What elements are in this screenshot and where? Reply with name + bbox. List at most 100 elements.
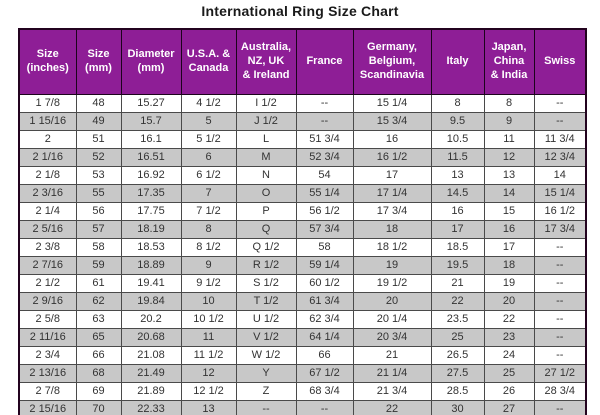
table-cell: 62 3/4 — [295, 310, 354, 329]
table-cell: 10 1/2 — [180, 310, 237, 329]
table-cell: 15 1/4 — [533, 184, 587, 203]
table-cell: 2 13/16 — [18, 364, 77, 383]
table-row: 2 3/8 58 18.53 8 1/2 Q 1/2 58 18 1/2 18.5 17 -- — [18, 238, 587, 257]
table-cell: Z — [235, 382, 297, 401]
table-cell: 69 — [75, 382, 122, 401]
table-cell: R 1/2 — [235, 256, 297, 275]
table-cell: 53 — [75, 166, 122, 185]
ring-size-table: Size (inches) Size (mm) Diameter (mm) U.S.A… — [18, 28, 587, 415]
table-cell: 12 3/4 — [533, 148, 587, 167]
column-header: France — [295, 28, 354, 95]
table-cell: 2 5/16 — [18, 220, 77, 239]
table-cell: 21.89 — [120, 382, 182, 401]
table-cell: 26.5 — [430, 346, 485, 365]
table-cell: 8 1/2 — [180, 238, 237, 257]
table-cell: -- — [295, 400, 354, 415]
table-cell: 20 1/4 — [352, 310, 432, 329]
table-header-row: Size (inches) Size (mm) Diameter (mm) U.S.A… — [18, 28, 587, 95]
table-cell: 18 1/2 — [352, 238, 432, 257]
table-cell: 65 — [75, 328, 122, 347]
table-cell: 14 — [483, 184, 535, 203]
table-cell: 16 — [430, 202, 485, 221]
table-cell: -- — [533, 346, 587, 365]
table-cell: 10 — [180, 292, 237, 311]
table-cell: 52 — [75, 148, 122, 167]
column-header: Size (mm) — [75, 28, 122, 95]
table-cell: 11 — [180, 328, 237, 347]
table-cell: T 1/2 — [235, 292, 297, 311]
table-cell: 23 — [483, 328, 535, 347]
table-row: 2 15/16 70 22.33 13 -- -- 22 30 27 -- — [18, 400, 587, 415]
table-cell: W 1/2 — [235, 346, 297, 365]
table-cell: V 1/2 — [235, 328, 297, 347]
table-cell: -- — [295, 112, 354, 131]
table-cell: 15 1/4 — [352, 94, 432, 113]
table-cell: 20 — [483, 292, 535, 311]
table-cell: 7 1/2 — [180, 202, 237, 221]
table-cell: 12 1/2 — [180, 382, 237, 401]
table-row: 2 1/4 56 17.75 7 1/2 P 56 1/2 17 3/4 16 15 16 1/2 — [18, 202, 587, 221]
table-cell: -- — [533, 94, 587, 113]
table-cell: -- — [533, 238, 587, 257]
table-cell: 61 — [75, 274, 122, 293]
table-row: 2 5/16 57 18.19 8 Q 57 3/4 18 17 16 17 3/4 — [18, 220, 587, 239]
table-cell: 2 7/16 — [18, 256, 77, 275]
table-cell: 2 7/8 — [18, 382, 77, 401]
table-cell: 19 — [352, 256, 432, 275]
table-cell: 25 — [483, 364, 535, 383]
table-cell: -- — [533, 292, 587, 311]
table-cell: 20 3/4 — [352, 328, 432, 347]
table-row: 2 3/16 55 17.35 7 O 55 1/4 17 1/4 14.5 14 15 1/4 — [18, 184, 587, 203]
table-row: 2 51 16.1 5 1/2 L 51 3/4 16 10.5 11 11 3/4 — [18, 130, 587, 149]
table-row: 2 3/4 66 21.08 11 1/2 W 1/2 66 21 26.5 24 -- — [18, 346, 587, 365]
table-cell: M — [235, 148, 297, 167]
table-cell: 63 — [75, 310, 122, 329]
table-cell: 27 1/2 — [533, 364, 587, 383]
table-cell: 4 1/2 — [180, 94, 237, 113]
column-header: Australia, NZ, UK & Ireland — [235, 28, 297, 95]
table-cell: 16 1/2 — [533, 202, 587, 221]
table-cell: -- — [533, 310, 587, 329]
table-cell: 13 — [180, 400, 237, 415]
table-cell: S 1/2 — [235, 274, 297, 293]
table-cell: 10.5 — [430, 130, 485, 149]
table-row: 2 1/2 61 19.41 9 1/2 S 1/2 60 1/2 19 1/2 21 19 -- — [18, 274, 587, 293]
table-row: 1 7/8 48 15.27 4 1/2 I 1/2 -- 15 1/4 8 8 -- — [18, 94, 587, 113]
table-cell: 30 — [430, 400, 485, 415]
table-cell: 13 — [483, 166, 535, 185]
column-header: Swiss — [533, 28, 587, 95]
table-cell: 21 — [352, 346, 432, 365]
table-cell: Q 1/2 — [235, 238, 297, 257]
table-cell: 11 1/2 — [180, 346, 237, 365]
table-cell: 2 3/16 — [18, 184, 77, 203]
table-cell: 9 — [483, 112, 535, 131]
column-header: U.S.A. & Canada — [180, 28, 237, 95]
table-cell: J 1/2 — [235, 112, 297, 131]
table-cell: 70 — [75, 400, 122, 415]
table-cell: 2 5/8 — [18, 310, 77, 329]
table-cell: 48 — [75, 94, 122, 113]
table-cell: 2 9/16 — [18, 292, 77, 311]
table-cell: 18.19 — [120, 220, 182, 239]
table-cell: 21 1/4 — [352, 364, 432, 383]
table-row: 2 5/8 63 20.2 10 1/2 U 1/2 62 3/4 20 1/4 23.5 22… — [18, 310, 587, 329]
table-cell: Q — [235, 220, 297, 239]
column-header: Size (inches) — [18, 28, 77, 95]
table-cell: -- — [295, 94, 354, 113]
table-cell: 21 3/4 — [352, 382, 432, 401]
table-cell: 13 — [430, 166, 485, 185]
table-cell: 58 — [75, 238, 122, 257]
page-title: International Ring Size Chart — [201, 3, 399, 19]
table-cell: 66 — [295, 346, 354, 365]
table-cell: 2 3/8 — [18, 238, 77, 257]
table-cell: 7 — [180, 184, 237, 203]
table-cell: 11 3/4 — [533, 130, 587, 149]
table-cell: 15 3/4 — [352, 112, 432, 131]
table-cell: 19.5 — [430, 256, 485, 275]
table-row: 2 9/16 62 19.84 10 T 1/2 61 3/4 20 22 20 -- — [18, 292, 587, 311]
table-cell: 17 — [430, 220, 485, 239]
table-cell: 27 — [483, 400, 535, 415]
table-cell: 17.75 — [120, 202, 182, 221]
table-cell: 61 3/4 — [295, 292, 354, 311]
table-cell: 12 — [180, 364, 237, 383]
